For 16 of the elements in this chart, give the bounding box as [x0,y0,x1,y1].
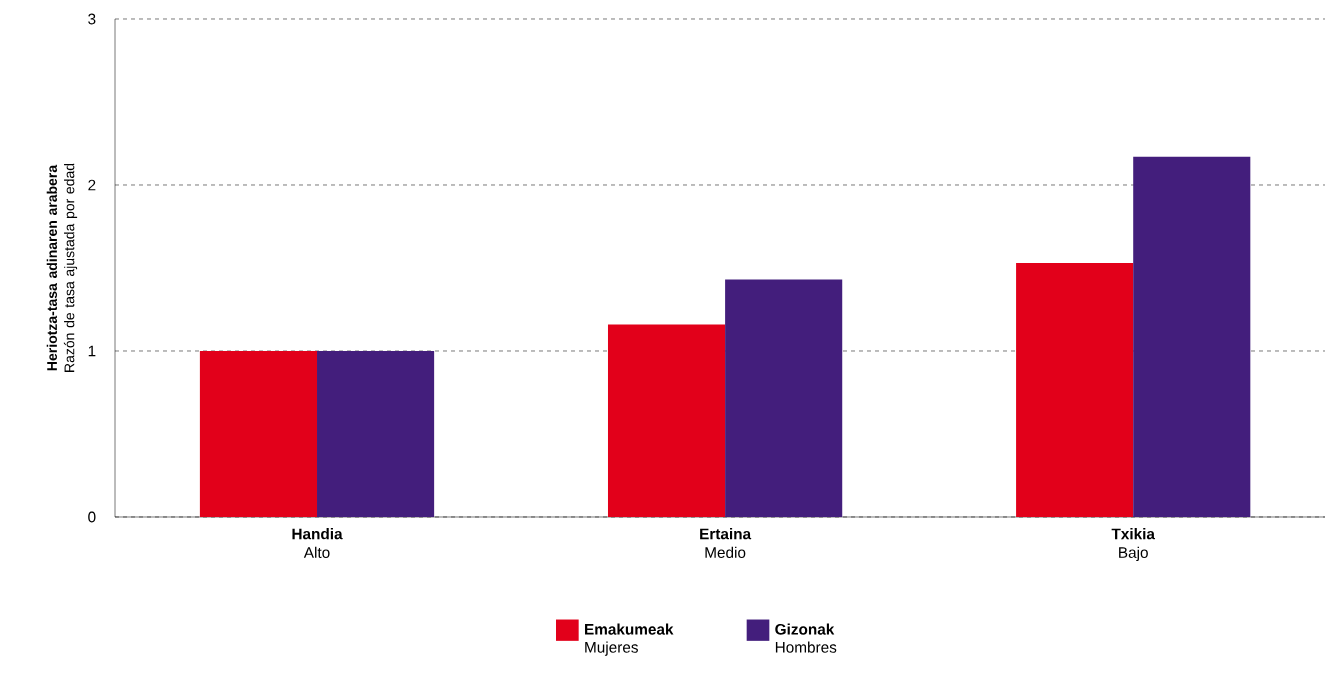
bar [607,324,726,517]
legend-label: Emakumeak Mujeres [585,623,674,656]
bar [1133,156,1251,517]
legend-label: Gizonak Hombres [775,623,837,653]
x-tick-label: Handia Alto [292,528,343,558]
bar [317,350,435,517]
x-tick-label: Txikia Bajo [1111,528,1156,562]
y-tick-label: 1 [88,345,96,357]
bar [199,350,318,517]
y-tick-label: 0 [88,511,96,523]
y-tick-label: 3 [88,13,96,25]
bar [1016,263,1134,517]
y-axis-title: Heriotza-tasa adinaren arabera Razón de tasa ajustada por edad [46,163,78,372]
x-tick-label: Ertaina Medio [700,528,752,558]
y-tick-label: 2 [88,179,96,191]
bar [725,279,843,517]
